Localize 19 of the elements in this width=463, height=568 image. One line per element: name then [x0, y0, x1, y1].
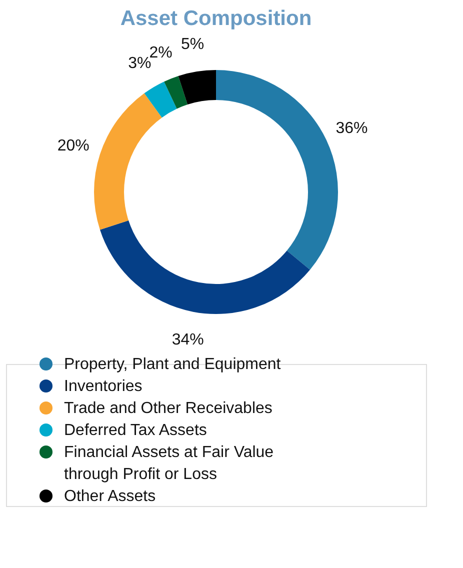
legend-label: Trade and Other Receivables — [64, 400, 272, 417]
chart-title: Asset Composition — [120, 7, 312, 30]
data-label: 2% — [149, 44, 172, 62]
data-label: 20% — [57, 138, 90, 155]
legend-label: Deferred Tax Assets — [64, 422, 207, 439]
donut-slice — [164, 76, 188, 109]
donut-slice — [94, 93, 162, 230]
legend-label: Other Assets — [64, 488, 156, 505]
donut-slice — [216, 70, 338, 270]
legend-label: Financial Assets at Fair Value through Profit or Loss — [64, 444, 274, 483]
donut-slice — [178, 70, 216, 105]
data-label: 34% — [172, 331, 204, 348]
legend-label: Inventories — [64, 378, 142, 395]
data-label: 3% — [128, 54, 152, 72]
data-label: 5% — [180, 36, 204, 53]
legend-label: Property, Plant and Equipment — [64, 356, 282, 373]
donut-slice — [100, 220, 310, 314]
donut-slice — [144, 82, 177, 118]
data-label: 36% — [336, 120, 368, 138]
